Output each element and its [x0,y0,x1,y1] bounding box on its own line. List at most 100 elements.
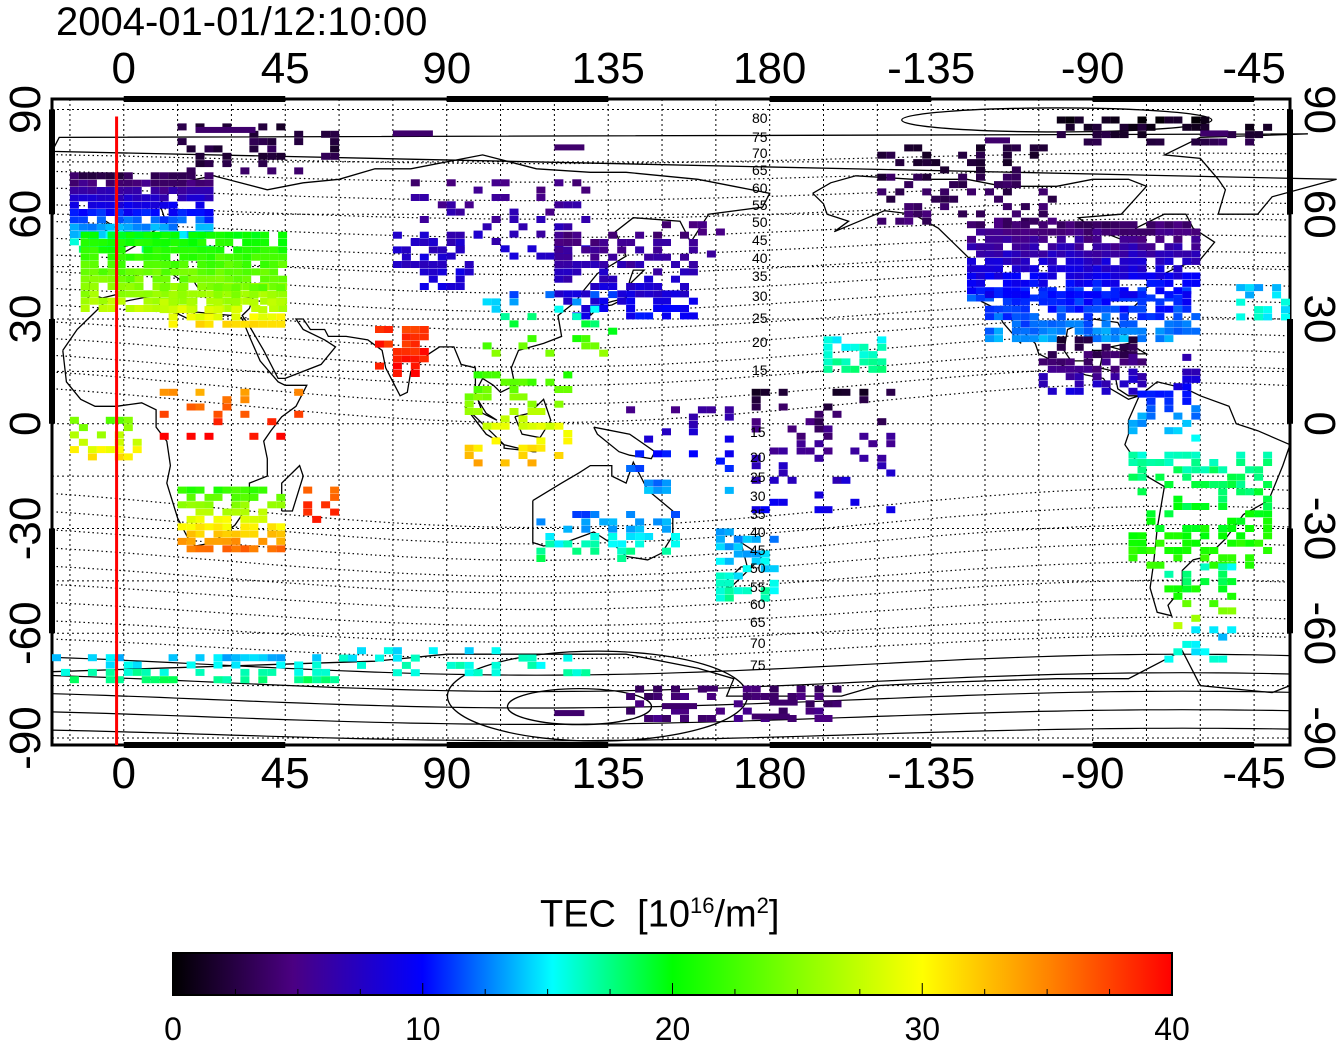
tec-cell [1074,365,1084,373]
tec-cell [1101,343,1111,351]
tec-cell [617,555,627,562]
contour-label: 30 [750,488,766,504]
tec-cell [392,355,402,363]
tec-cell [1011,250,1021,258]
tec-cell [491,669,501,677]
tec-cell [116,231,126,239]
tec-cell [215,253,225,261]
tec-cell [1254,131,1264,139]
tec-cell [159,172,169,180]
tec-cell [877,173,887,181]
tec-cell [330,130,340,138]
tec-cell [1056,327,1066,335]
tec-cell [572,179,582,187]
map-frame [50,97,1292,747]
tec-cell [994,265,1003,273]
tec-cell [278,305,288,312]
tec-cell [168,179,178,187]
tec-cell [1173,383,1183,391]
tec-cell [123,223,133,231]
tec-cell [1029,320,1039,328]
tec-cell [195,313,205,321]
tec-cell [249,138,259,146]
tec-cell [518,415,528,423]
tec-cell [224,305,234,312]
tec-cell [269,261,279,268]
tec-cell [967,221,976,229]
tec-cell [78,179,88,187]
tec-cell [258,313,268,321]
tec-cell [500,179,510,187]
tec-cell [796,447,806,455]
tec-cell [715,457,725,465]
tec-cell [419,355,429,363]
tec-cell [177,486,187,494]
tec-cell [1263,525,1273,532]
frame-band [1287,528,1293,634]
tec-cell [653,715,663,722]
tec-cell [125,268,135,276]
tec-cell [554,144,585,151]
tec-cell [527,422,537,430]
tec-cell [994,235,1003,243]
tec-cell [581,525,591,533]
tec-cell [206,297,216,305]
tec-cell [186,432,196,440]
tec-cell [1137,412,1147,420]
tec-cell [1236,473,1246,481]
tec-cell [1011,320,1021,328]
tec-cell [1128,123,1138,131]
tec-cell [240,167,250,175]
tec-cell [1281,306,1290,314]
tec-cell [267,298,277,306]
tec-cell [1191,250,1201,258]
tec-cell [134,305,144,312]
tec-cell [177,172,187,180]
tec-cell [715,535,725,543]
tec-cell [375,340,384,348]
tec-cell [455,239,465,246]
tec-cell [814,440,824,448]
tec-cell [1128,539,1138,547]
tec-cell [751,506,761,514]
tec-cell [1083,351,1093,359]
tec-cell [473,386,483,393]
tec-cell [994,257,1003,265]
frame-band [1287,109,1293,215]
tec-cell [1083,327,1093,335]
tec-cell [985,272,994,280]
tec-cell [188,246,198,254]
tec-cell [78,424,88,432]
tec-cell [1038,287,1048,295]
tec-cell [446,283,456,290]
tec-cell [967,243,976,251]
tec-cell [188,290,198,298]
tec-cell [787,693,797,700]
tec-cell [1002,272,1012,280]
tec-cell [195,179,205,187]
tec-cell [680,253,689,261]
tec-cell [80,231,90,239]
tec-cell [958,210,968,218]
tec-cell [168,298,178,306]
lat-tick-label-right: -30 [1295,497,1344,561]
tec-cell [1155,335,1165,343]
axis-ticks: 0045459090135135180180-135-135-90-90-45-… [1,44,1344,798]
tec-cell [688,421,698,428]
tec-cell [213,284,223,292]
tec-cell [69,416,79,424]
tec-cell [1083,305,1093,313]
tec-cell [321,676,331,684]
tec-cell [653,450,663,458]
tec-cell [608,291,618,299]
tec-cell [671,305,680,312]
tec-cell [1164,427,1174,435]
tec-cell [626,707,636,715]
tec-cell [796,693,806,700]
tec-cell [179,297,189,305]
tec-cell [1155,390,1165,398]
tec-cell [197,290,207,298]
tec-cell [1200,481,1210,488]
tec-cell [303,501,313,509]
tec-cell [518,654,528,662]
